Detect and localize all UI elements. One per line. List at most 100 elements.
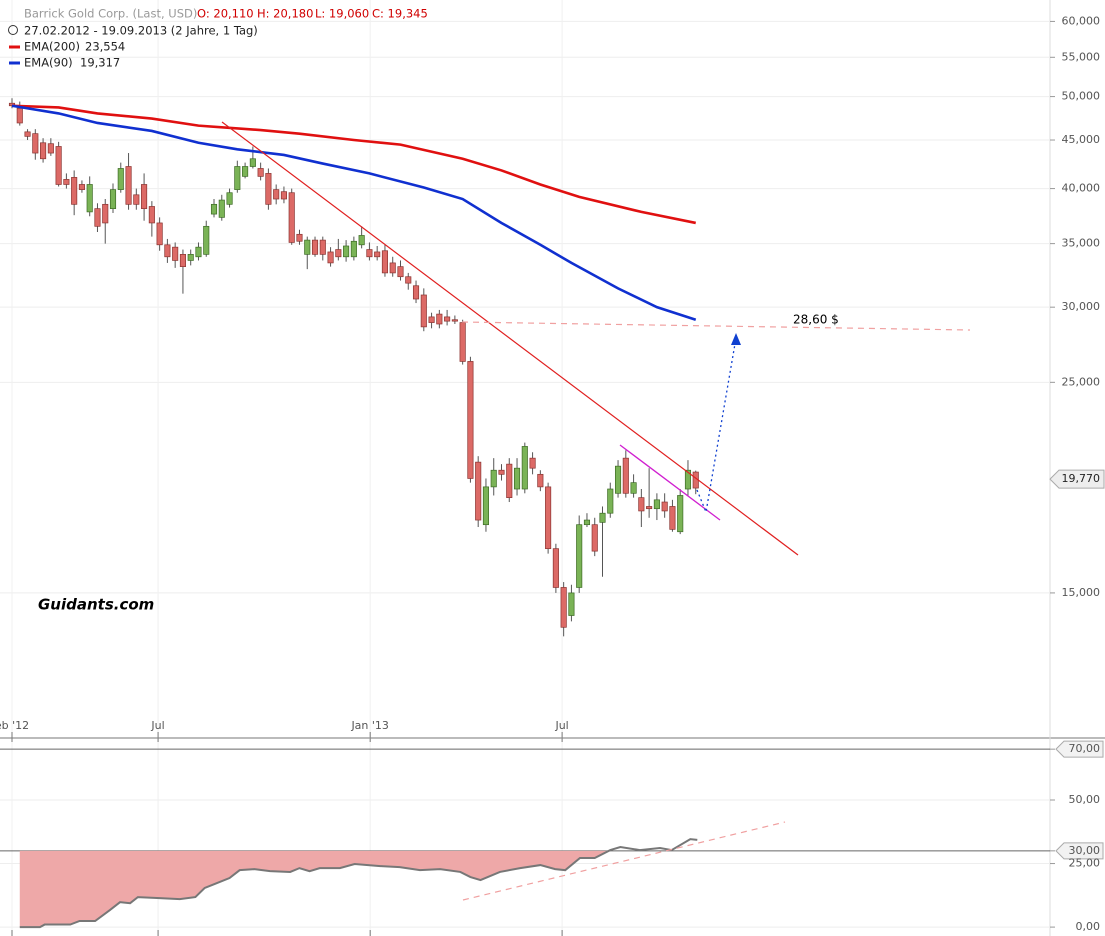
candle-body [537,473,544,488]
candle-body [335,249,342,258]
y-tick-label: 70,00 [1069,742,1101,755]
candle-body [234,166,241,190]
candle-body [16,107,23,124]
legend-value: 19,317 [80,56,120,70]
candle-body [591,524,598,552]
channel-line [619,444,721,521]
candle-body [459,322,466,362]
candle-body [677,495,684,533]
indicator-area [19,850,698,928]
candle-body [156,222,163,246]
candle-body [521,446,528,490]
subtitle: 27.02.2012 - 19.09.2013 (2 Jahre, 1 Tag) [24,24,258,38]
candle-body [249,158,256,167]
candle-body [560,587,567,628]
candle-body [288,192,295,243]
candle-body [366,249,373,258]
ema-line [11,104,696,225]
candle-body [350,240,357,258]
indicator-trend [462,821,786,901]
candle-body [622,457,629,494]
candle-body [86,184,93,213]
candle-body [319,239,326,255]
candle-body [195,246,202,258]
y-tick-label: 55,000 [1062,50,1101,63]
x-tick-label: eb '12 [0,719,29,732]
price-tag [1049,469,1105,489]
candle-body [218,199,225,218]
candle-body [397,266,404,278]
candle-body [117,168,124,190]
candle-body [374,251,381,258]
title: Barrick Gold Corp. (Last, USD) [24,7,197,21]
y-tick-label: 40,000 [1062,182,1101,195]
candle-body [55,146,62,185]
candle-body [428,316,435,323]
candle-body [78,184,85,190]
candle-body [141,184,148,209]
candle-body [568,592,575,616]
candle-body [311,239,319,255]
y-tick-label: 30,000 [1062,300,1101,313]
price-tag-label: 19,770 [1062,472,1101,485]
ohlc-label: L: 19,060 [315,7,369,21]
candle-body [343,245,350,258]
candle-body [436,313,443,325]
candle-body [529,457,536,469]
candle-body [172,246,179,261]
y-tick-label: 30,00 [1069,844,1101,857]
candle-body [381,250,388,274]
candle-body [576,524,583,588]
candle-body [296,233,303,242]
candle-body [630,482,637,494]
y-tick-label: 60,000 [1062,14,1101,27]
candle-body [179,254,186,267]
candle-body [467,361,474,479]
x-tick-label: Jan '13 [350,719,388,732]
ohlc-label: O: 20,110 [197,7,254,21]
candle-body [24,131,31,137]
legend-value: 23,554 [85,40,125,54]
candle-body [8,102,16,107]
y-tick-label: 50,00 [1069,793,1101,806]
candle-body [661,501,668,512]
header: Barrick Gold Corp. (Last, USD) O: 20,110… [8,7,428,70]
x-tick-label: Jul [150,719,164,732]
candle-body [412,285,420,300]
y-tick-label: 25,00 [1069,857,1101,870]
candle-body [513,467,521,490]
ohlc-label: C: 19,345 [372,7,428,21]
candle-body [358,235,365,246]
candle-body [203,225,210,255]
candle-body [280,191,287,200]
candle-body [47,143,54,154]
candle-body [40,142,47,160]
candle-body [273,189,280,200]
candle-body [482,486,490,526]
candle-body [327,251,334,264]
candle-body [94,208,101,227]
x-tick-label: Jul [554,719,568,732]
candle-body [646,506,653,510]
y-tick-label: 35,000 [1062,237,1101,250]
candle-body [498,469,505,475]
candle-body [506,463,513,498]
candle-body [304,239,311,255]
candle-body [599,512,606,523]
legend-swatch [9,45,20,49]
candle-body [669,506,676,530]
candle-body [32,133,39,154]
ema-line [11,104,697,321]
y-tick-label: 50,000 [1062,90,1101,103]
y-tick-label: 25,000 [1062,375,1101,388]
y-tick-label: 0,00 [1076,920,1101,933]
forecast-arrow [696,337,737,515]
y-tick-label: 45,000 [1062,133,1101,146]
indicator-panel [19,838,698,929]
candle-body [607,488,614,514]
candle-body [420,294,427,328]
clock-icon [8,25,18,35]
